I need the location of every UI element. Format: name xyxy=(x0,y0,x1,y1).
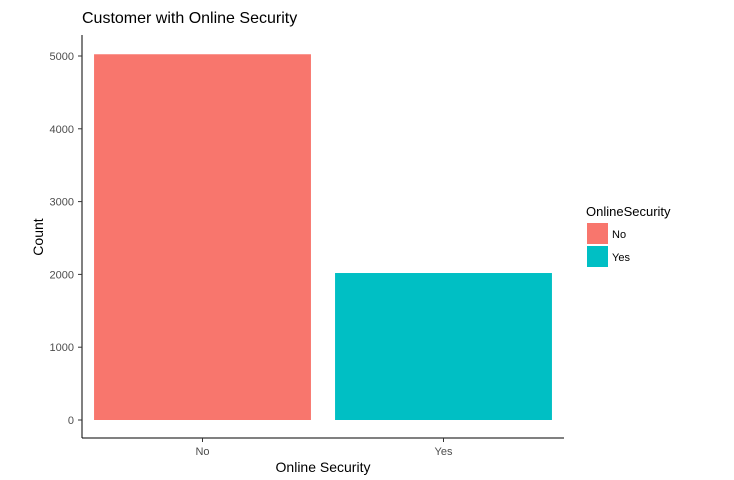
y-tick-label: 0 xyxy=(68,415,74,427)
legend: OnlineSecurity No Yes xyxy=(586,204,671,267)
bar-no xyxy=(94,54,311,420)
legend-key-no xyxy=(587,223,608,244)
bar-yes xyxy=(335,273,552,420)
x-axis-title: Online Security xyxy=(276,459,371,475)
legend-label-yes: Yes xyxy=(612,252,630,264)
y-tick-label: 2000 xyxy=(50,269,74,281)
x-tick-label: No xyxy=(195,446,209,458)
y-tick-label: 3000 xyxy=(50,197,74,209)
legend-label-no: No xyxy=(612,229,626,241)
y-tick-label: 5000 xyxy=(50,51,74,63)
y-tick-label: 4000 xyxy=(50,124,74,136)
y-axis-title: Count xyxy=(30,218,46,255)
legend-title: OnlineSecurity xyxy=(586,204,671,219)
x-tick-label: Yes xyxy=(435,446,453,458)
y-axis-ticks: 0 1000 2000 3000 4000 5000 xyxy=(50,51,82,427)
chart-title: Customer with Online Security xyxy=(82,10,297,27)
y-tick-label: 1000 xyxy=(50,342,74,354)
legend-key-yes xyxy=(587,246,608,267)
x-axis-ticks: No Yes xyxy=(195,438,453,458)
plot-area xyxy=(94,54,552,420)
